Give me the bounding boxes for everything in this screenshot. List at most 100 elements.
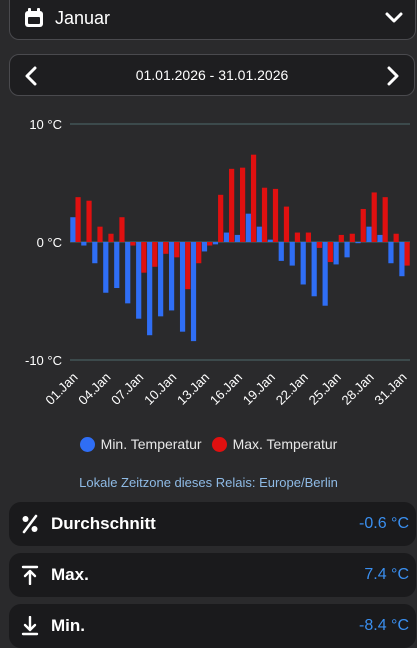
x-tick-label: 19.Jan xyxy=(240,370,278,408)
y-tick-label: 10 °C xyxy=(29,117,62,132)
stat-min-label: Min. xyxy=(51,616,85,635)
bar-max-temperature xyxy=(108,233,114,242)
calendar-icon xyxy=(25,8,43,27)
bar-min-temperature xyxy=(81,242,87,246)
bar-min-temperature xyxy=(245,213,251,242)
bar-max-temperature xyxy=(75,197,81,242)
bar-min-temperature xyxy=(70,217,76,242)
bar-max-temperature xyxy=(349,233,355,242)
bar-max-temperature xyxy=(218,194,224,242)
x-tick-label: 13.Jan xyxy=(174,370,212,408)
timezone-note: Lokale Zeitzone dieses Relais: Europe/Be… xyxy=(79,475,338,490)
bar-min-temperature xyxy=(103,242,109,293)
bar-max-temperature xyxy=(185,242,191,290)
x-tick-label: 22.Jan xyxy=(273,370,311,408)
bar-max-temperature xyxy=(119,217,125,242)
bar-min-temperature xyxy=(355,242,361,244)
bar-min-temperature xyxy=(114,242,120,289)
bar-min-temperature xyxy=(168,242,175,311)
bar-max-temperature xyxy=(97,226,103,242)
bar-min-temperature xyxy=(179,242,186,332)
chevron-right-icon[interactable] xyxy=(386,66,400,86)
month-dropdown[interactable]: Januar xyxy=(9,0,416,40)
x-tick-label: 31.Jan xyxy=(371,370,409,408)
bar-min-temperature xyxy=(136,242,142,319)
bar-max-temperature xyxy=(152,242,158,267)
x-tick-label: 25.Jan xyxy=(306,370,344,408)
bar-max-temperature xyxy=(141,242,147,273)
y-tick-label: -10 °C xyxy=(25,353,62,368)
stat-average: Durchschnitt -0.6 °C xyxy=(9,502,416,546)
legend-item-max[interactable]: Max. Temperatur xyxy=(211,436,338,452)
stat-max: Max. 7.4 °C xyxy=(9,553,416,597)
percent-icon xyxy=(22,514,38,534)
bar-min-temperature xyxy=(147,242,153,336)
bar-max-temperature xyxy=(240,167,246,242)
bar-min-temperature xyxy=(366,226,372,242)
bar-max-temperature xyxy=(316,242,322,248)
bar-max-temperature xyxy=(294,232,301,242)
bar-max-temperature xyxy=(207,242,213,246)
bar-max-temperature xyxy=(404,242,410,266)
arrow-down-to-line-icon xyxy=(21,616,39,636)
month-value: Januar xyxy=(55,8,111,28)
bar-max-temperature xyxy=(283,206,290,242)
bar-min-temperature xyxy=(158,242,164,317)
bar-min-temperature xyxy=(256,226,262,242)
bar-max-temperature xyxy=(338,234,344,242)
legend-max-swatch xyxy=(211,436,227,452)
temperature-chart: 10 °C0 °C-10 °C01.Jan04.Jan07.Jan10.Jan1… xyxy=(25,117,410,408)
legend-min-label: Min. Temperatur xyxy=(100,436,202,452)
bar-min-temperature xyxy=(377,234,383,242)
bar-max-temperature xyxy=(163,242,169,254)
bar-max-temperature xyxy=(371,192,377,242)
x-tick-label: 16.Jan xyxy=(207,370,245,408)
bar-max-temperature xyxy=(174,242,180,258)
bar-min-temperature xyxy=(92,242,98,264)
stat-max-label: Max. xyxy=(51,565,89,584)
bar-max-temperature xyxy=(305,232,312,242)
bar-min-temperature xyxy=(201,242,208,252)
bar-min-temperature xyxy=(190,242,197,342)
bar-min-temperature xyxy=(289,242,295,266)
x-tick-label: 10.Jan xyxy=(141,370,179,408)
bar-max-temperature xyxy=(272,188,279,242)
bar-max-temperature xyxy=(130,242,136,246)
stat-min-value: -8.4 °C xyxy=(359,617,409,634)
bar-min-temperature xyxy=(311,242,317,297)
x-tick-label: 07.Jan xyxy=(108,370,146,408)
stat-average-label: Durchschnitt xyxy=(51,514,156,533)
bar-max-temperature xyxy=(86,200,92,242)
bar-max-temperature xyxy=(393,233,399,242)
bar-min-temperature xyxy=(212,242,219,245)
bar-min-temperature xyxy=(344,242,350,258)
bar-max-temperature xyxy=(360,208,366,242)
bar-max-temperature xyxy=(327,242,333,263)
bar-min-temperature xyxy=(388,242,394,264)
bar-min-temperature xyxy=(267,239,273,242)
bar-min-temperature xyxy=(278,242,284,261)
bar-min-temperature xyxy=(322,242,328,306)
bar-min-temperature xyxy=(333,242,339,265)
bar-max-temperature xyxy=(229,168,235,242)
legend-item-min[interactable]: Min. Temperatur xyxy=(79,436,202,452)
x-tick-label: 04.Jan xyxy=(75,370,113,408)
bar-max-temperature xyxy=(382,197,388,242)
bar-min-temperature xyxy=(399,242,405,277)
arrow-up-to-line-icon xyxy=(21,565,39,585)
bar-min-temperature xyxy=(234,234,240,242)
stat-max-value: 7.4 °C xyxy=(364,566,409,583)
bar-min-temperature xyxy=(300,242,306,285)
x-tick-label: 01.Jan xyxy=(42,370,80,408)
bar-max-temperature xyxy=(196,242,202,264)
chevron-left-icon[interactable] xyxy=(24,66,38,86)
bar-min-temperature xyxy=(223,232,230,242)
stat-average-value: -0.6 °C xyxy=(359,515,409,532)
bar-max-temperature xyxy=(261,187,268,242)
legend-max-label: Max. Temperatur xyxy=(232,436,338,452)
chevron-down-icon xyxy=(385,12,403,23)
date-range-navigator: 01.01.2026 - 31.01.2026 xyxy=(9,54,415,96)
date-range-text: 01.01.2026 - 31.01.2026 xyxy=(135,67,289,83)
legend-min-swatch xyxy=(79,436,95,452)
chart-legend: Min. Temperatur Max. Temperatur xyxy=(0,436,417,452)
